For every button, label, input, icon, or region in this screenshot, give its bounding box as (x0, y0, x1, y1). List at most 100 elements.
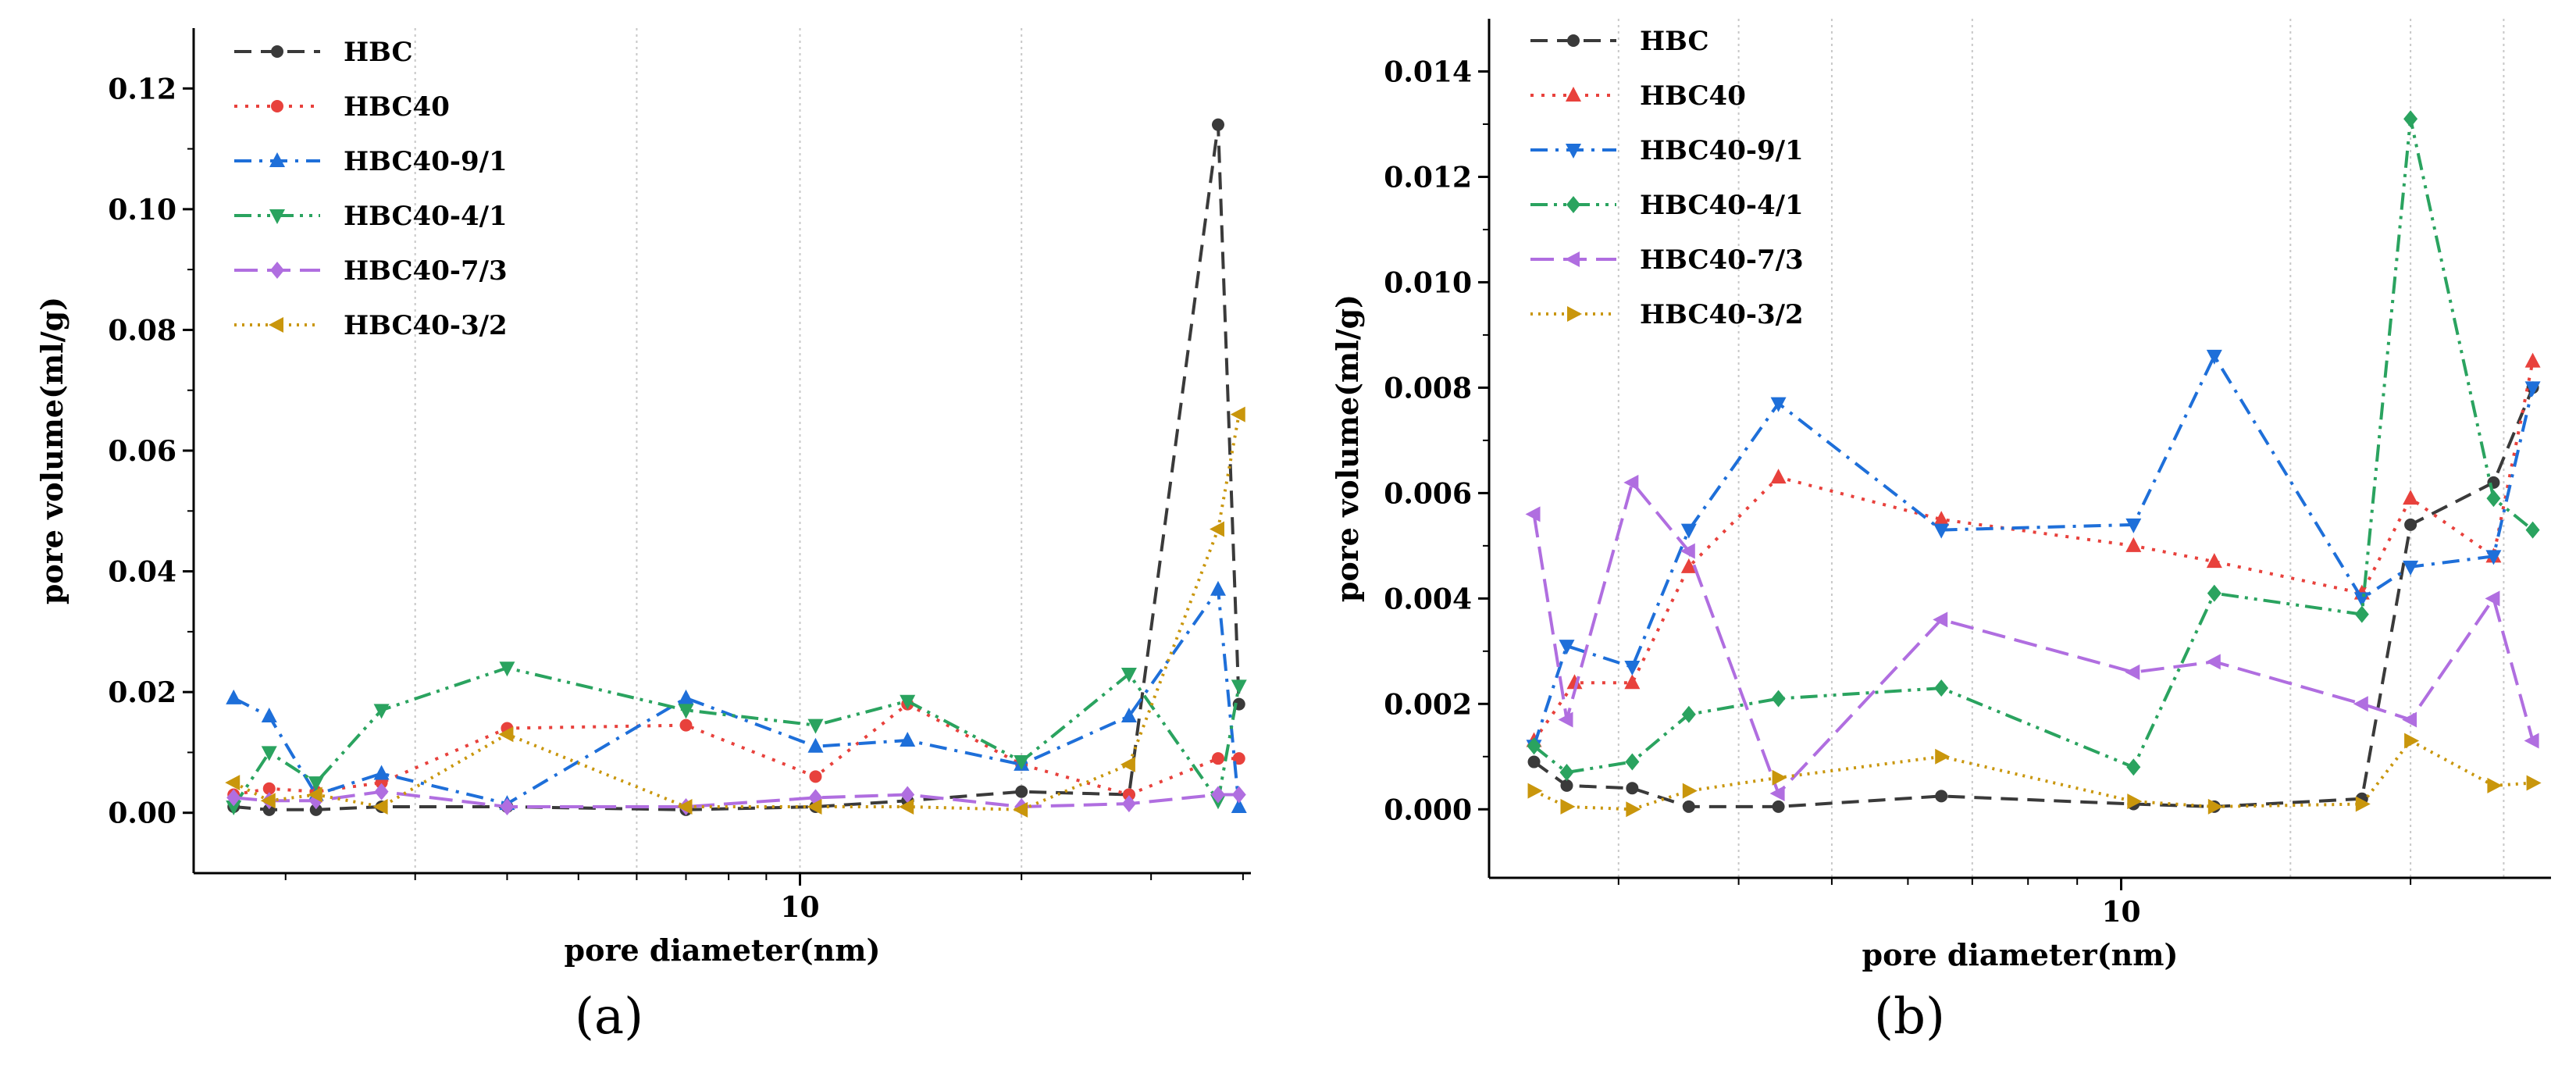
y-tick-label: 0.002 (1384, 688, 1472, 721)
data-point (2207, 584, 2221, 602)
series-line (232, 666, 1241, 808)
y-tick-label: 0.10 (108, 194, 176, 226)
series-line (233, 790, 1239, 808)
data-point (2487, 777, 2503, 793)
data-point (1121, 795, 1136, 813)
data-point (2404, 733, 2420, 749)
y-tick-label: 0.06 (108, 435, 176, 468)
legend-item: HBC (234, 37, 413, 68)
legend-item: HBC (1530, 26, 1709, 57)
y-tick-label: 0.012 (1384, 161, 1472, 194)
legend-label: HBC (1640, 26, 1709, 57)
data-point (373, 765, 390, 780)
legend-item: HBC40-4/1 (1530, 190, 1804, 221)
data-point (309, 803, 322, 816)
legend-marker (271, 45, 283, 58)
data-point (262, 782, 276, 795)
data-point (1527, 783, 1543, 799)
legend-item: HBC40 (1530, 80, 1746, 112)
legend-marker (1566, 144, 1581, 159)
data-point (1623, 474, 1639, 490)
series-line (1533, 387, 2535, 808)
series-hbc (1527, 381, 2539, 813)
data-point (2353, 696, 2368, 712)
legend-item: HBC40-3/2 (234, 310, 508, 341)
data-point (1558, 711, 1573, 728)
data-point (1566, 674, 1583, 690)
data-point (1935, 790, 1948, 803)
y-tick-label: 0.08 (108, 314, 176, 347)
y-tick-label: 0.12 (108, 73, 176, 105)
data-point (1624, 661, 1641, 676)
data-point (1771, 690, 1786, 708)
data-point (1772, 769, 1787, 786)
data-point (373, 704, 390, 719)
legend-label: HBC40-3/2 (1640, 299, 1804, 330)
data-point (807, 737, 824, 753)
legend-marker (269, 209, 285, 224)
data-point (1770, 469, 1787, 484)
data-point (1770, 397, 1787, 412)
data-point (1682, 800, 1695, 813)
data-point (499, 661, 515, 677)
data-point (2126, 758, 2141, 776)
y-tick-label: 0.02 (108, 676, 176, 709)
data-point (226, 800, 242, 815)
legend-marker (1566, 87, 1581, 102)
data-point (2355, 796, 2371, 812)
data-point (2206, 553, 2222, 569)
data-point (679, 719, 693, 732)
legend-label: HBC40-4/1 (1640, 190, 1804, 221)
data-point (2206, 349, 2222, 365)
data-point (899, 798, 914, 815)
data-point (2354, 605, 2369, 623)
data-point (225, 775, 240, 791)
data-point (1935, 748, 1951, 765)
legend-label: HBC40 (1640, 80, 1746, 112)
legend-marker (1566, 196, 1580, 213)
y-axis-label: pore volume(ml/g) (1330, 294, 1365, 602)
x-axis-label: pore diameter(nm) (1862, 937, 2179, 972)
series-hbc40-9-1 (1526, 349, 2541, 755)
data-point (2125, 518, 2142, 533)
data-point (678, 704, 694, 719)
data-point (1120, 756, 1135, 772)
data-point (1211, 752, 1224, 765)
data-point (1231, 797, 1247, 813)
data-point (226, 789, 241, 807)
y-tick-label: 0.010 (1384, 266, 1472, 299)
data-point (1933, 523, 1950, 539)
data-point (1772, 800, 1785, 813)
data-point (498, 726, 514, 743)
data-point (260, 793, 276, 809)
data-point (2125, 664, 2140, 680)
data-point (1527, 755, 1541, 768)
data-point (900, 694, 916, 710)
legend-item: HBC40-4/1 (234, 201, 508, 232)
data-point (900, 731, 916, 747)
series-line (1533, 739, 2533, 811)
data-point (1013, 801, 1028, 818)
legend-item: HBC40-9/1 (1530, 135, 1804, 166)
chart-panel-a: 0.00 0.02 0.04 0.06 0.08 0.10 0.12 10 pore diame… (34, 28, 1251, 968)
data-point (2487, 476, 2500, 489)
legend-label: HBC40 (344, 91, 450, 123)
legend-marker (271, 100, 283, 112)
data-point (677, 798, 693, 815)
data-point (308, 776, 324, 792)
legend-marker (269, 317, 283, 333)
data-point (678, 689, 694, 704)
data-point (1210, 580, 1226, 596)
data-point (1525, 506, 1541, 522)
data-point (2526, 775, 2542, 791)
data-point (2524, 381, 2541, 397)
data-point (1769, 786, 1785, 802)
data-point (1933, 511, 1950, 526)
data-point (374, 783, 389, 801)
panel-label-a: (a) (575, 988, 644, 1046)
x-tick-label: 10 (780, 891, 819, 924)
data-point (807, 798, 822, 815)
data-point (1230, 406, 1245, 423)
data-point (307, 786, 322, 803)
